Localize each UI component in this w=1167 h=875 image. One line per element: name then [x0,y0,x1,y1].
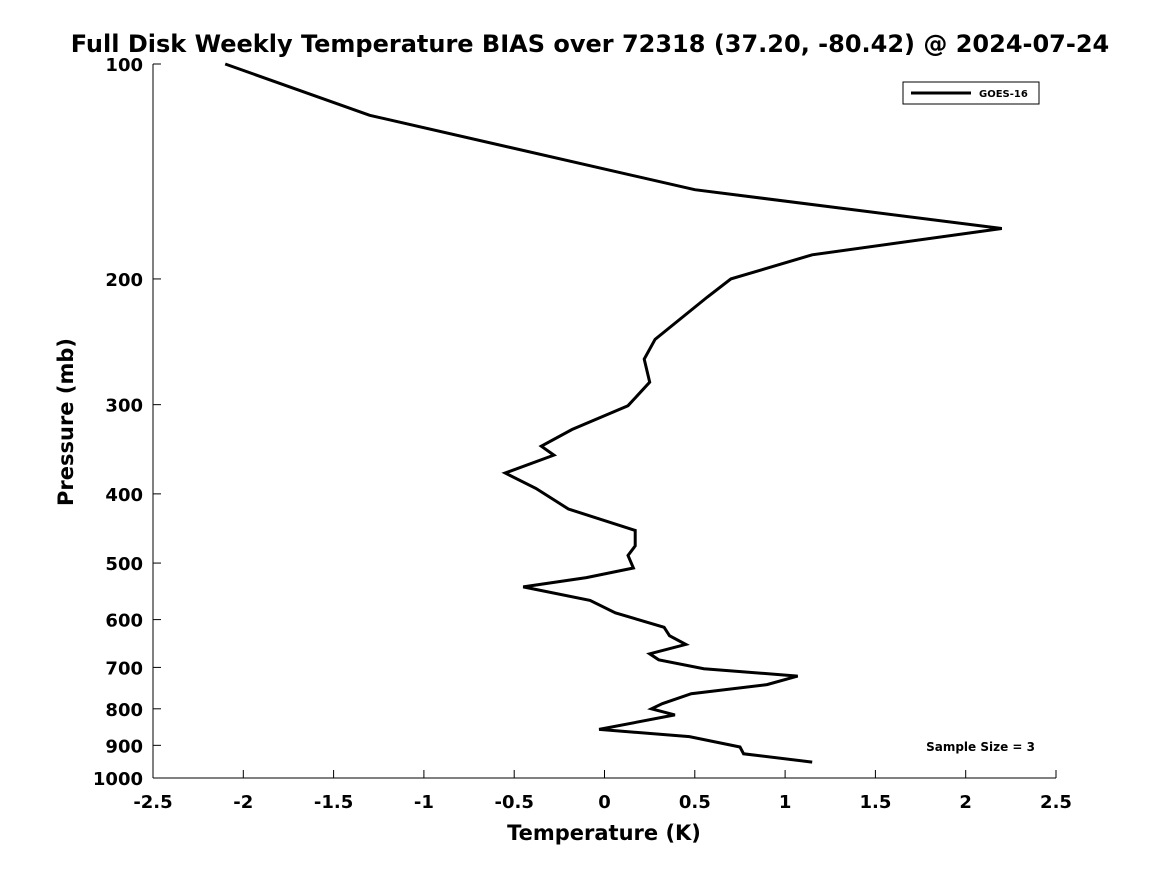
x-tick-label: 1 [779,792,792,813]
x-tick-label: 0.5 [679,792,711,813]
x-tick-label: 1.5 [859,792,891,813]
y-tick-label: 800 [105,700,143,721]
x-tick-label: -2.5 [133,792,172,813]
y-tick-label: 400 [105,485,143,506]
x-ticks: -2.5 -2 -1.5 -1 -0.5 0 0.5 1 1.5 2 2.5 [133,770,1072,813]
x-tick-label: -2 [233,792,253,813]
y-tick-label: 100 [105,55,143,76]
x-tick-label: 2 [959,792,972,813]
y-tick-label: 500 [105,554,143,575]
x-tick-label: -0.5 [495,792,534,813]
y-tick-label: 900 [105,736,143,757]
y-axis-label: Pressure (mb) [54,338,78,506]
legend: GOES-16 [902,81,1040,105]
y-tick-label: 200 [105,270,143,291]
x-axis-label: Temperature (K) [507,821,701,845]
x-tick-label: 0 [598,792,611,813]
y-tick-label: 700 [105,658,143,679]
y-tick-label: 600 [105,611,143,632]
x-tick-label: -1 [414,792,434,813]
plot-frame [152,64,1056,779]
y-tick-label: 1000 [93,769,143,790]
chart-title: Full Disk Weekly Temperature BIAS over 7… [71,30,1110,58]
legend-entry: GOES-16 [979,89,1028,100]
y-ticks: 100 200 300 400 500 600 700 800 900 1000 [93,55,161,790]
x-tick-label: 2.5 [1040,792,1072,813]
sample-size-annotation: Sample Size = 3 [926,740,1035,754]
y-tick-label: 300 [105,396,143,417]
series-layer [224,62,1003,764]
x-tick-label: -1.5 [314,792,353,813]
series-line-goes-16 [224,62,1003,764]
